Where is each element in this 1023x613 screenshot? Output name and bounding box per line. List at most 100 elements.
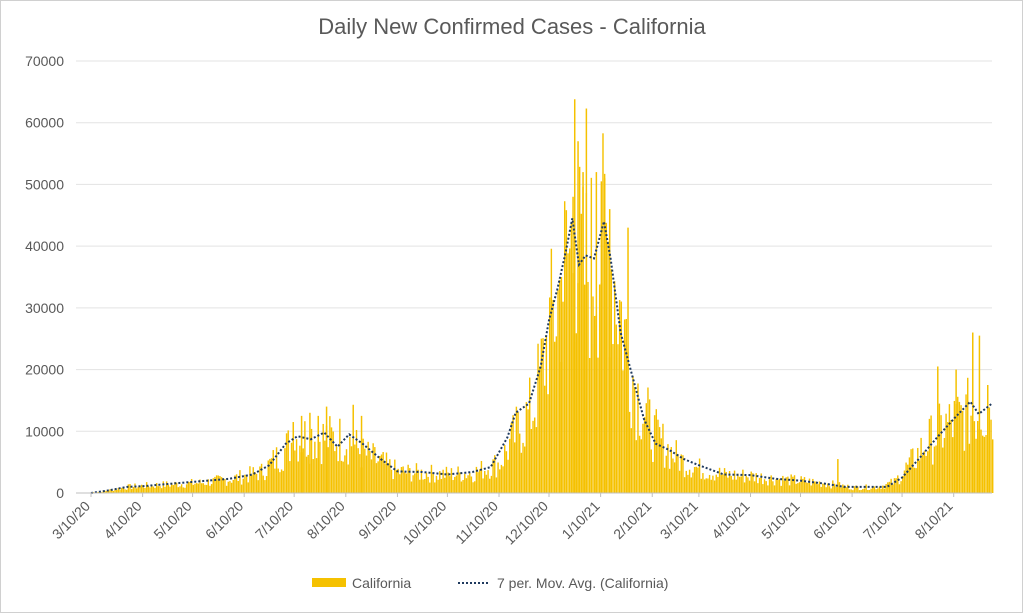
daily-bar [757, 483, 759, 493]
daily-bar [618, 300, 621, 493]
daily-bar [495, 477, 498, 493]
daily-bar [545, 335, 548, 493]
daily-bar [878, 486, 881, 493]
daily-bar [505, 451, 508, 493]
daily-bar [374, 447, 376, 493]
daily-bar [992, 439, 994, 493]
daily-bar [489, 478, 491, 493]
daily-bar [718, 467, 721, 493]
daily-bar [708, 474, 711, 493]
daily-bar [190, 478, 193, 493]
daily-bar [938, 403, 941, 493]
daily-bar [147, 485, 150, 493]
moving-average-line [90, 218, 993, 494]
daily-bar [770, 475, 772, 493]
daily-bar [815, 481, 817, 493]
daily-bar [219, 476, 221, 493]
daily-bar [960, 405, 962, 493]
daily-bar [209, 485, 211, 493]
daily-bar [832, 480, 834, 493]
daily-bar [970, 415, 972, 493]
daily-bar [723, 468, 726, 493]
daily-bar [289, 461, 291, 493]
daily-bar [257, 480, 259, 493]
y-tick-label: 30000 [25, 300, 64, 316]
daily-bar [553, 341, 556, 493]
daily-bar [760, 473, 762, 493]
daily-bar [154, 487, 156, 493]
daily-bar [192, 484, 194, 493]
daily-bar [857, 486, 859, 493]
daily-bar [943, 437, 946, 493]
daily-bar [302, 448, 304, 493]
daily-bar [262, 475, 264, 493]
y-tick-label: 70000 [25, 53, 64, 69]
daily-bar [452, 480, 454, 493]
daily-bar [212, 478, 214, 493]
daily-bar [975, 438, 977, 493]
daily-bar [917, 447, 919, 493]
daily-bar [563, 201, 566, 493]
daily-bar [195, 483, 198, 493]
daily-bar [673, 462, 676, 493]
daily-bar [575, 333, 578, 493]
daily-bar [852, 490, 854, 493]
daily-bar [222, 478, 224, 493]
daily-bar [872, 486, 874, 493]
daily-bar [299, 445, 301, 493]
daily-bar [145, 482, 148, 493]
daily-bar [527, 409, 529, 493]
chart-title: Daily New Confirmed Cases - California [318, 14, 706, 39]
daily-bar [115, 490, 118, 493]
daily-bar [887, 482, 889, 493]
spike-bar [300, 415, 303, 493]
daily-bar [645, 403, 648, 493]
daily-bar [765, 481, 767, 493]
daily-bar [469, 473, 471, 493]
daily-bar [240, 484, 243, 493]
daily-bar [214, 476, 216, 493]
daily-bar [785, 477, 787, 493]
daily-bar [925, 455, 927, 493]
daily-bar [930, 415, 932, 493]
daily-bar [524, 446, 526, 493]
daily-bar [149, 487, 151, 493]
daily-bar [630, 428, 633, 493]
daily-bar [120, 487, 123, 493]
spike-bar [837, 459, 839, 493]
daily-bar [399, 474, 401, 493]
daily-bar [548, 297, 551, 493]
daily-bar [412, 475, 414, 493]
daily-bar [364, 448, 366, 493]
daily-bar [695, 466, 697, 493]
daily-bar [349, 436, 351, 493]
spike-bar [573, 99, 576, 493]
daily-bar [742, 469, 744, 493]
daily-bar [437, 479, 439, 493]
daily-bar [475, 466, 478, 493]
daily-bar [637, 383, 639, 493]
daily-bar [267, 460, 269, 493]
daily-bar [948, 404, 951, 493]
daily-bar [440, 478, 443, 493]
spike-bar [317, 415, 319, 493]
daily-bar [810, 485, 812, 493]
daily-bar [592, 296, 594, 493]
daily-bar [910, 449, 912, 493]
daily-bar [578, 166, 581, 493]
daily-bar [633, 387, 636, 493]
daily-bar [730, 475, 732, 493]
daily-bar [988, 407, 991, 493]
daily-bar [457, 466, 459, 493]
daily-bar [813, 481, 816, 493]
daily-bar [687, 474, 689, 493]
daily-bar [239, 470, 241, 493]
daily-bar [713, 480, 716, 493]
daily-bar [372, 443, 374, 493]
daily-bar [602, 133, 604, 493]
daily-bar [685, 470, 687, 493]
daily-bar [700, 478, 702, 493]
daily-bar [470, 476, 473, 493]
daily-bar [735, 479, 737, 493]
daily-bar [382, 452, 384, 493]
